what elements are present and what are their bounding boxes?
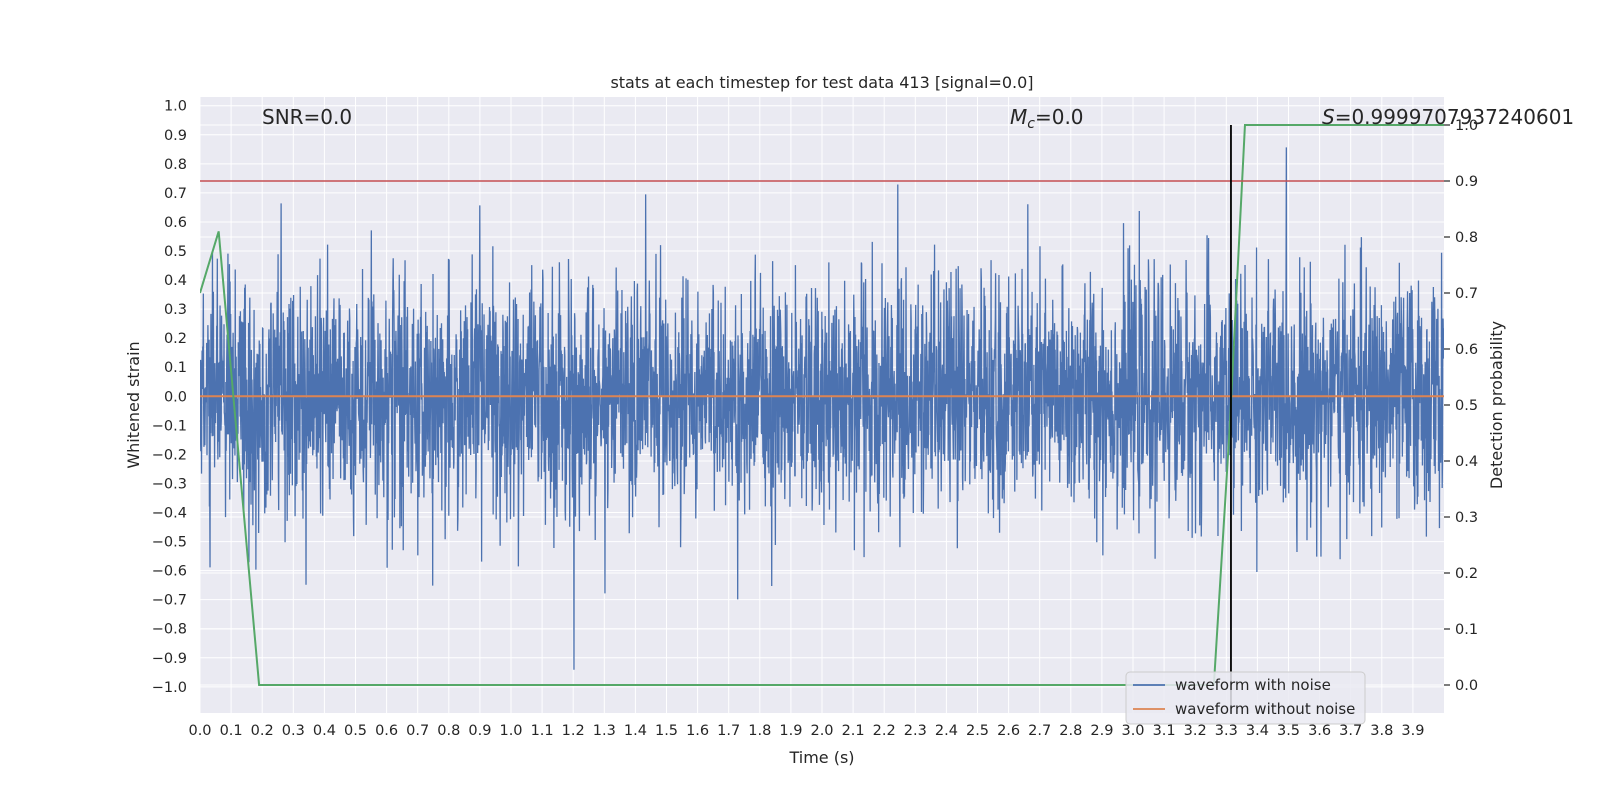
chart-title: stats at each timestep for test data 413… xyxy=(610,73,1033,92)
y2-tick-label: 0.8 xyxy=(1455,230,1478,246)
x-tick-label: 1.0 xyxy=(499,723,522,739)
x-tick-label: 3.1 xyxy=(1153,723,1176,739)
x-tick-label: 1.7 xyxy=(717,723,740,739)
y-tick-label: 0.4 xyxy=(164,273,187,289)
y2-axis-label: Detection probability xyxy=(1487,321,1506,489)
x-tick-label: 0.0 xyxy=(188,723,211,739)
x-tick-label: 2.4 xyxy=(935,723,958,739)
y-tick-label: −0.2 xyxy=(152,447,187,463)
snr-annotation: SNR=0.0 xyxy=(262,105,352,129)
x-tick-label: 0.3 xyxy=(282,723,305,739)
x-tick-label: 1.8 xyxy=(748,723,771,739)
x-tick-label: 3.9 xyxy=(1401,723,1424,739)
y2-tick-label: 0.2 xyxy=(1455,566,1478,582)
legend-label-noise: waveform with noise xyxy=(1175,676,1331,694)
score-symbol: S xyxy=(1322,105,1335,129)
y-tick-label: −0.5 xyxy=(152,535,187,551)
x-tick-label: 2.6 xyxy=(997,723,1020,739)
y2-tick-label: 1.0 xyxy=(1455,118,1478,134)
y-tick-label: −1.0 xyxy=(152,680,187,696)
x-tick-label: 0.9 xyxy=(468,723,491,739)
x-tick-label: 1.9 xyxy=(779,723,802,739)
y-axis-ticks: 1.0 0.9 0.8 0.7 0.6 0.5 0.4 0.3 0.2 0.1 0.0 −0.1 −0.… xyxy=(152,99,187,696)
x-tick-label: 0.4 xyxy=(313,723,336,739)
y-tick-label: 0.5 xyxy=(164,244,187,260)
chirp-mass-annotation: Mc=0.0 xyxy=(1010,105,1084,132)
y2-tick-label: 0.1 xyxy=(1455,622,1478,638)
x-tick-label: 3.6 xyxy=(1308,723,1331,739)
y2-axis-ticks: 1.0 0.9 0.8 0.7 0.6 0.5 0.4 0.3 0.2 0.1 0.0 xyxy=(1444,118,1478,694)
x-tick-label: 1.2 xyxy=(562,723,585,739)
y-tick-label: 0.0 xyxy=(164,389,187,405)
x-tick-label: 0.7 xyxy=(406,723,429,739)
chirp-mass-symbol: M xyxy=(1010,105,1027,129)
x-tick-label: 2.2 xyxy=(873,723,896,739)
y-tick-label: 0.1 xyxy=(164,360,187,376)
y2-tick-label: 0.3 xyxy=(1455,510,1478,526)
y-tick-label: −0.1 xyxy=(152,418,187,434)
y-tick-label: 0.3 xyxy=(164,302,187,318)
y2-tick-label: 0.0 xyxy=(1455,678,1478,694)
x-axis-ticks: 0.0 0.1 0.2 0.3 0.4 0.5 0.6 0.7 0.8 0.9 1.0 1.1 1.2 1… xyxy=(188,723,1424,739)
x-tick-label: 1.6 xyxy=(686,723,709,739)
y-tick-label: 1.0 xyxy=(164,99,187,115)
x-tick-label: 3.7 xyxy=(1339,723,1362,739)
y2-tick-label: 0.7 xyxy=(1455,286,1478,302)
y2-tick-label: 0.4 xyxy=(1455,454,1478,470)
x-tick-label: 2.9 xyxy=(1090,723,1113,739)
x-tick-label: 3.4 xyxy=(1246,723,1269,739)
legend-label-clean: waveform without noise xyxy=(1175,700,1355,718)
x-tick-label: 3.8 xyxy=(1370,723,1393,739)
x-tick-label: 1.3 xyxy=(593,723,616,739)
y-tick-label: −0.7 xyxy=(152,593,187,609)
x-tick-label: 0.8 xyxy=(437,723,460,739)
x-tick-label: 1.1 xyxy=(531,723,554,739)
y-tick-label: −0.9 xyxy=(152,651,187,667)
x-tick-label: 2.0 xyxy=(810,723,833,739)
x-tick-label: 2.7 xyxy=(1028,723,1051,739)
y-tick-label: −0.6 xyxy=(152,564,187,580)
x-tick-label: 3.0 xyxy=(1121,723,1144,739)
series-waveform-with-noise xyxy=(200,147,1444,670)
x-tick-label: 0.5 xyxy=(344,723,367,739)
x-tick-label: 3.3 xyxy=(1215,723,1238,739)
y2-tick-label: 0.9 xyxy=(1455,174,1478,190)
x-tick-label: 2.8 xyxy=(1059,723,1082,739)
y2-tick-label: 0.5 xyxy=(1455,398,1478,414)
x-axis-label: Time (s) xyxy=(788,748,854,767)
x-tick-label: 0.1 xyxy=(220,723,243,739)
y-tick-label: 0.2 xyxy=(164,331,187,347)
y-tick-label: −0.8 xyxy=(152,622,187,638)
x-tick-label: 3.2 xyxy=(1184,723,1207,739)
chirp-mass-subscript: c xyxy=(1027,116,1035,132)
y-tick-label: −0.3 xyxy=(152,476,187,492)
y-axis-label: Whitened strain xyxy=(124,341,143,468)
x-tick-label: 3.5 xyxy=(1277,723,1300,739)
legend-box xyxy=(1125,671,1366,725)
x-tick-label: 1.5 xyxy=(655,723,678,739)
chirp-mass-value: =0.0 xyxy=(1035,105,1084,129)
legend: waveform with noise waveform without noi… xyxy=(1125,671,1366,725)
y-tick-label: 0.6 xyxy=(164,215,187,231)
y-tick-label: 0.7 xyxy=(164,186,187,202)
score-value: =0.9999707937240601 xyxy=(1335,105,1574,129)
y2-tick-label: 0.6 xyxy=(1455,342,1478,358)
x-tick-label: 0.2 xyxy=(251,723,274,739)
x-tick-label: 2.5 xyxy=(966,723,989,739)
y-tick-label: 0.8 xyxy=(164,157,187,173)
score-annotation: S=0.9999707937240601 xyxy=(1322,105,1574,129)
y-tick-label: 0.9 xyxy=(164,128,187,144)
x-tick-label: 0.6 xyxy=(375,723,398,739)
x-tick-label: 2.1 xyxy=(842,723,865,739)
y-tick-label: −0.4 xyxy=(152,506,187,522)
x-tick-label: 2.3 xyxy=(904,723,927,739)
x-tick-label: 1.4 xyxy=(624,723,647,739)
